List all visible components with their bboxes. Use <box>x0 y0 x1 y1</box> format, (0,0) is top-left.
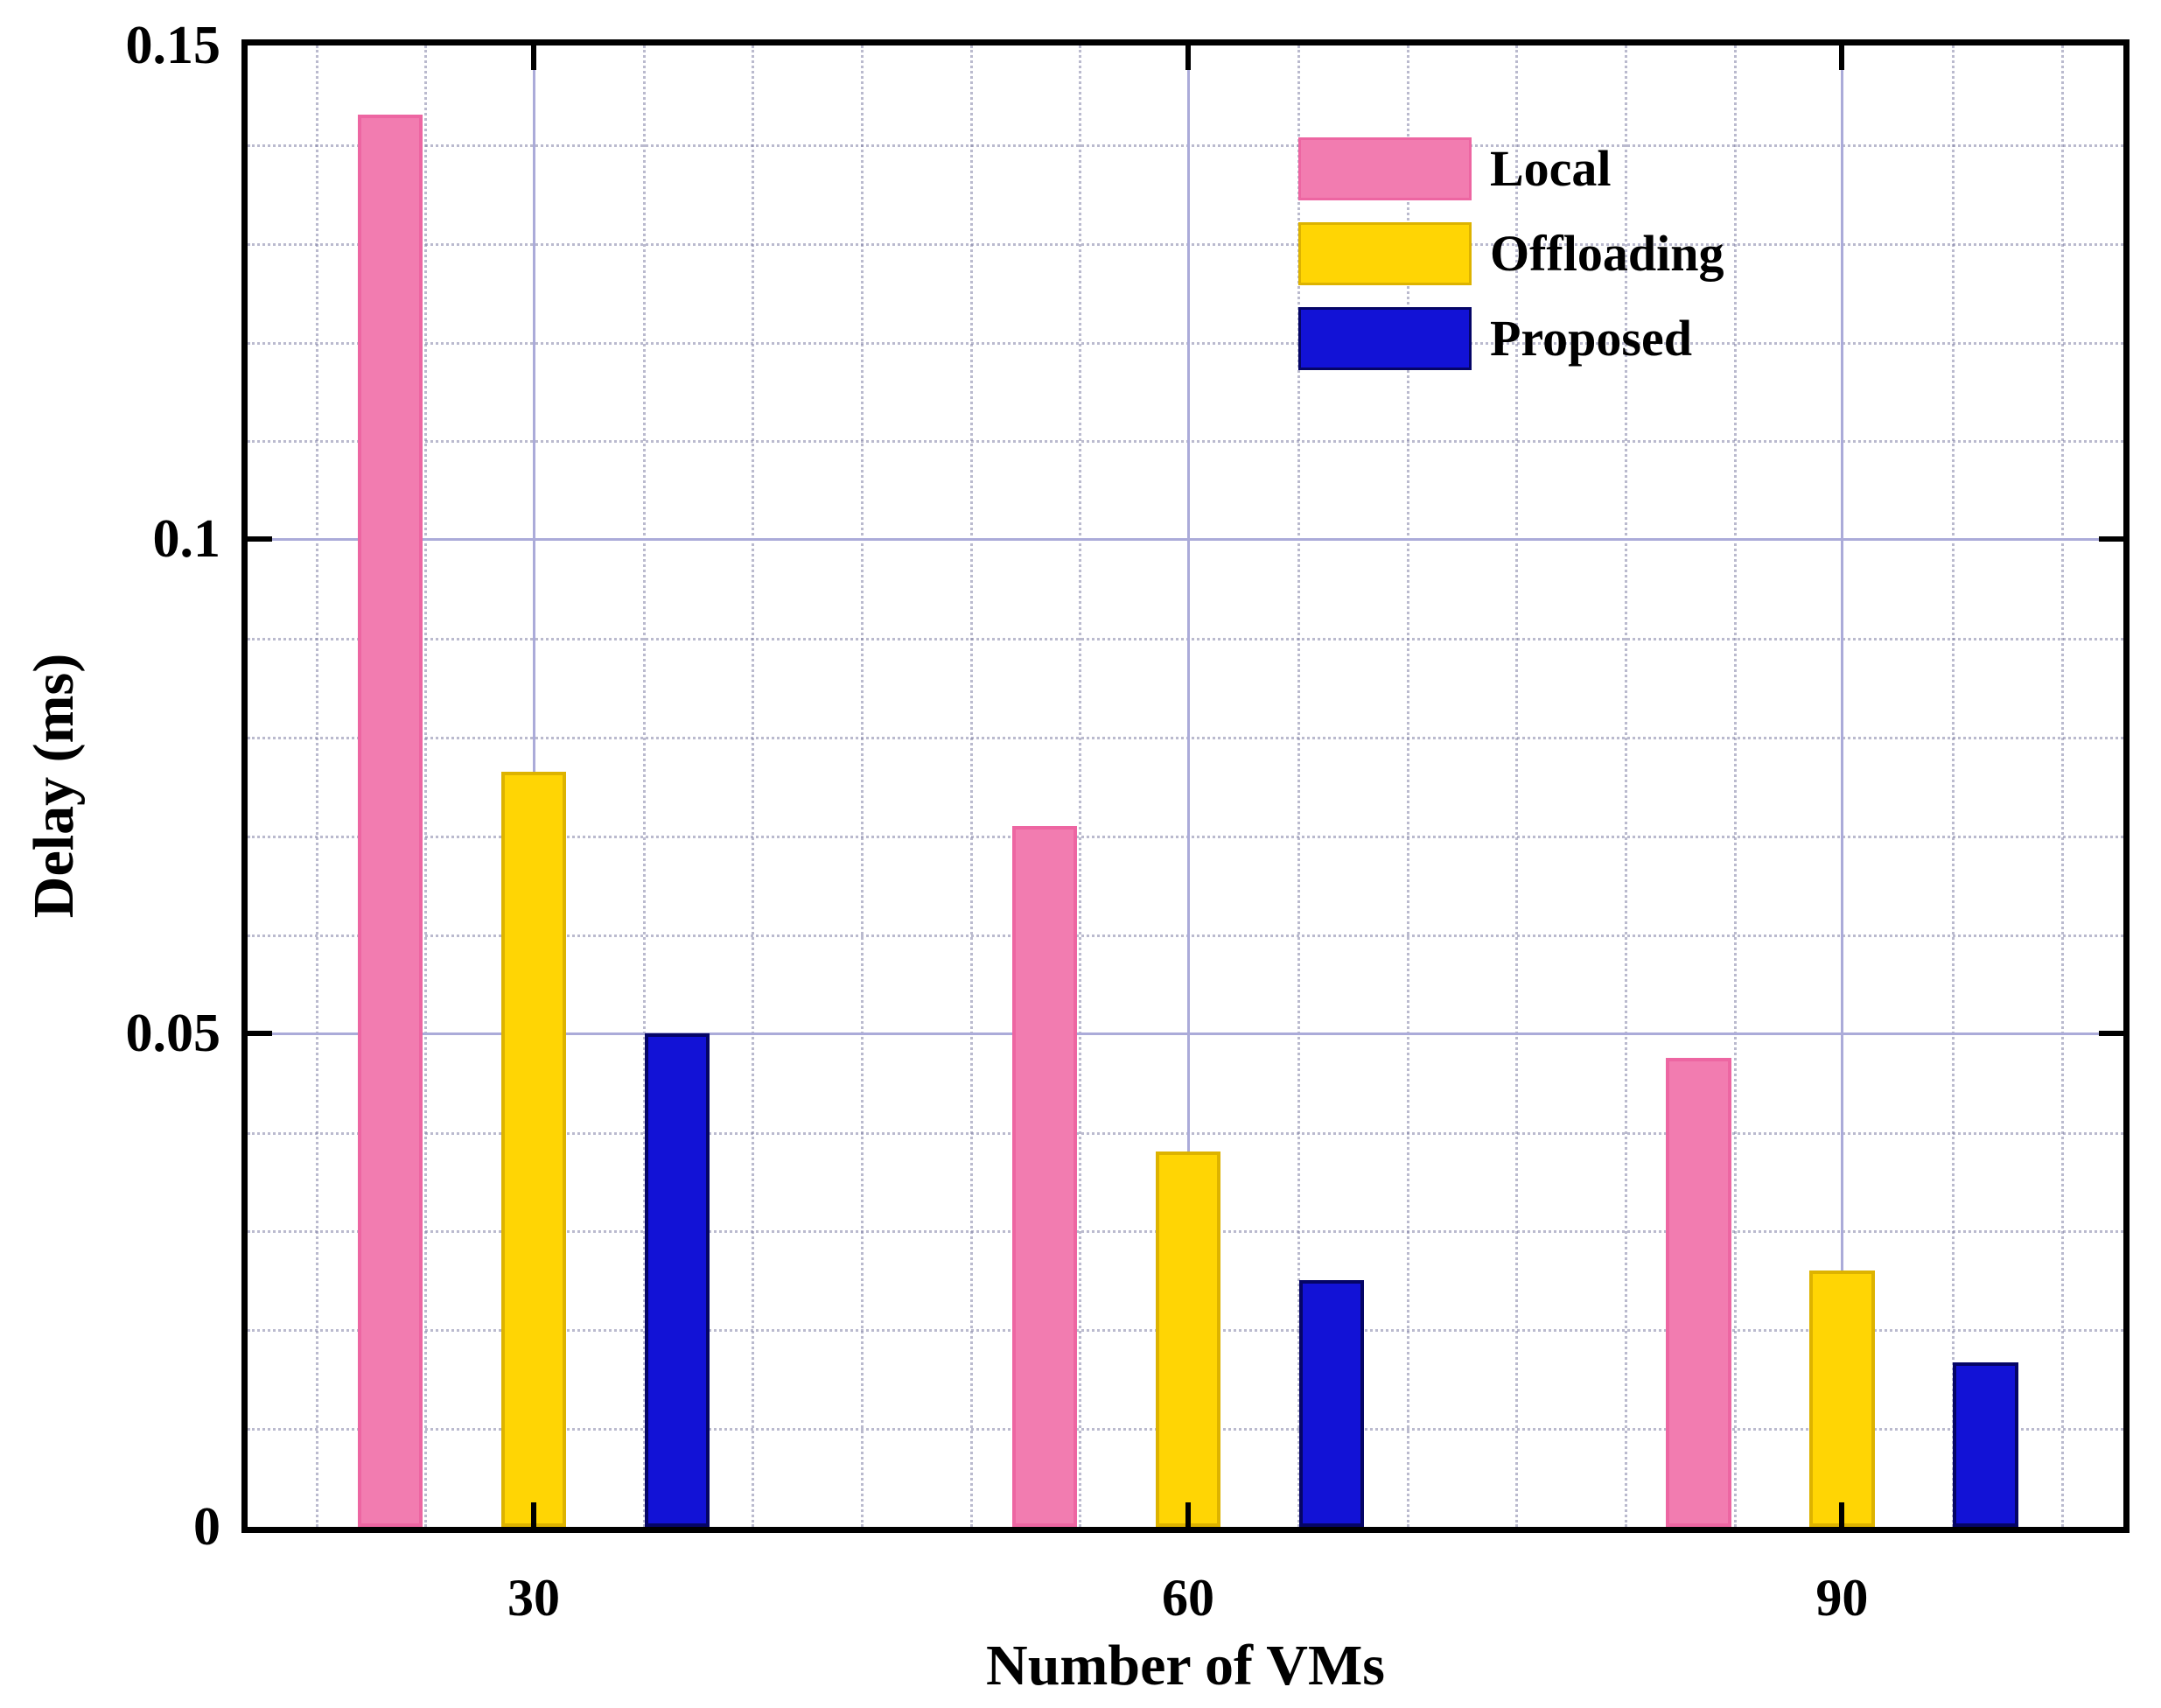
x-tick-label-60: 60 <box>1162 1569 1214 1627</box>
plot-area: Local Offloading Proposed <box>241 39 2130 1533</box>
bar-offloading-60 <box>1155 1152 1221 1527</box>
minor-gridline-vertical <box>1079 46 1082 1527</box>
legend-label-local: Local <box>1490 140 1612 197</box>
minor-gridline-horizontal <box>248 934 2123 937</box>
x-axis-tick <box>1185 1502 1191 1527</box>
minor-gridline-horizontal <box>248 341 2123 345</box>
x-axis-tick-top <box>1185 46 1191 70</box>
major-gridline-horizontal <box>248 1032 2123 1035</box>
y-tick-label-0.05: 0.05 <box>125 1003 221 1063</box>
x-axis-title: Number of VMs <box>986 1634 1385 1698</box>
minor-gridline-horizontal <box>248 242 2123 246</box>
major-gridline-vertical <box>1841 46 1844 1527</box>
legend-swatch-local <box>1298 137 1472 200</box>
minor-gridline-vertical <box>315 46 318 1527</box>
minor-gridline-vertical <box>861 46 864 1527</box>
x-tick-label-30: 30 <box>507 1569 560 1627</box>
minor-gridline-horizontal <box>248 440 2123 444</box>
legend-swatch-offloading <box>1298 222 1472 285</box>
bar-offloading-30 <box>500 771 567 1527</box>
bar-proposed-60 <box>1298 1279 1365 1527</box>
bar-offloading-90 <box>1809 1270 1875 1527</box>
minor-gridline-vertical <box>1952 46 1955 1527</box>
bar-local-30 <box>357 115 423 1527</box>
y-axis-tick <box>248 1030 272 1036</box>
minor-gridline-vertical <box>1297 46 1300 1527</box>
minor-gridline-horizontal <box>248 835 2123 838</box>
minor-gridline-horizontal <box>248 737 2123 740</box>
minor-gridline-vertical <box>1624 46 1627 1527</box>
minor-gridline-horizontal <box>248 638 2123 641</box>
minor-gridline-vertical <box>424 46 428 1527</box>
y-tick-label-0.15: 0.15 <box>125 16 221 75</box>
minor-gridline-vertical <box>969 46 973 1527</box>
y-tick-label-0.1: 0.1 <box>152 509 221 570</box>
y-axis-tick-right <box>2099 536 2123 542</box>
x-axis-tick-top <box>530 46 536 70</box>
bar-proposed-30 <box>644 1032 710 1527</box>
minor-gridline-vertical <box>642 46 646 1527</box>
minor-gridline-vertical <box>2060 46 2064 1527</box>
minor-gridline-vertical <box>752 46 755 1527</box>
x-axis-tick <box>1839 1502 1845 1527</box>
minor-gridline-vertical <box>1733 46 1737 1527</box>
minor-gridline-vertical <box>1515 46 1519 1527</box>
x-axis-tick <box>530 1502 536 1527</box>
y-axis-title: Delay (ms) <box>22 653 86 919</box>
x-tick-label-90: 90 <box>1815 1569 1869 1627</box>
x-axis-tick-top <box>1839 46 1845 70</box>
minor-gridline-vertical <box>1406 46 1409 1527</box>
bar-proposed-90 <box>1953 1362 2018 1527</box>
minor-gridline-horizontal <box>248 144 2123 147</box>
y-axis-tick <box>248 536 272 542</box>
y-axis-tick-right <box>2099 1030 2123 1036</box>
legend-label-proposed: Proposed <box>1490 310 1692 367</box>
bar-local-60 <box>1011 825 1078 1527</box>
legend-swatch-proposed <box>1298 307 1472 370</box>
minor-gridline-horizontal <box>248 1131 2123 1135</box>
y-tick-label-0: 0 <box>193 1497 220 1557</box>
major-gridline-horizontal <box>248 538 2123 542</box>
legend-label-offloading: Offloading <box>1490 225 1724 282</box>
major-gridline-vertical <box>1187 46 1190 1527</box>
bar-local-90 <box>1666 1057 1731 1527</box>
